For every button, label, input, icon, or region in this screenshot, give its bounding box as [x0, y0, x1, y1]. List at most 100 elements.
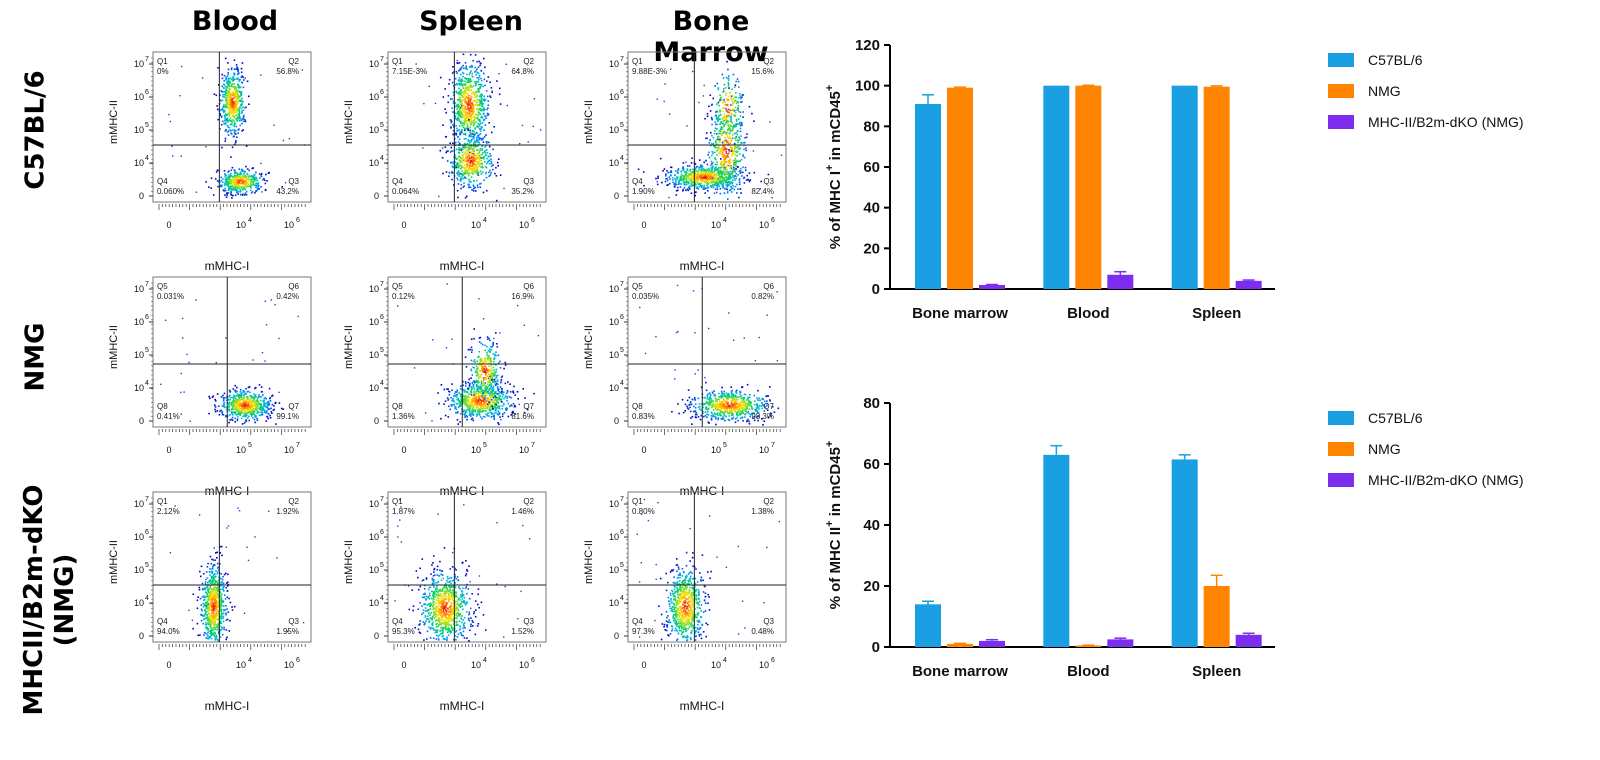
event-dot — [479, 104, 481, 106]
event-dot — [458, 93, 460, 95]
event-dot — [704, 177, 706, 179]
event-dot — [196, 192, 197, 193]
event-dot — [655, 178, 657, 180]
event-dot — [684, 171, 686, 173]
event-dot — [241, 398, 243, 400]
event-dot — [475, 74, 477, 76]
event-dot — [230, 78, 232, 80]
event-dot — [181, 156, 182, 157]
event-dot — [734, 167, 736, 169]
event-dot — [214, 93, 216, 95]
event-dot — [454, 406, 456, 408]
event-dot — [481, 108, 483, 110]
event-dot — [235, 87, 237, 89]
event-dot — [458, 183, 460, 185]
event-dot — [488, 175, 490, 177]
event-dot — [725, 95, 727, 97]
event-dot — [461, 112, 463, 114]
event-dot — [471, 89, 473, 91]
event-dot — [506, 400, 508, 402]
event-dot — [445, 136, 447, 138]
event-dot — [243, 392, 245, 394]
event-dot — [722, 74, 724, 76]
event-dot — [719, 100, 721, 102]
event-dot — [669, 176, 671, 178]
event-dot — [473, 385, 475, 387]
event-dot — [239, 113, 241, 115]
event-dot — [252, 359, 253, 360]
event-dot — [670, 69, 671, 70]
event-dot — [492, 169, 494, 171]
event-dot — [240, 391, 242, 393]
event-dot — [483, 108, 485, 110]
event-dot — [237, 193, 239, 195]
event-dot — [491, 166, 493, 168]
event-dot — [264, 180, 266, 182]
event-dot — [672, 179, 674, 181]
event-dot — [242, 118, 244, 120]
row-title-line: (NMG) — [50, 470, 81, 730]
event-dot — [692, 71, 693, 72]
event-dot — [228, 81, 230, 83]
event-dot — [228, 107, 230, 109]
event-dot — [245, 419, 247, 421]
event-dot — [478, 81, 480, 83]
event-dot — [472, 162, 474, 164]
event-dot — [235, 109, 237, 111]
event-dot — [457, 118, 459, 120]
event-dot — [255, 394, 257, 396]
event-dot — [485, 155, 487, 157]
event-dot — [498, 402, 500, 404]
event-dot — [435, 103, 436, 104]
event-dot — [677, 172, 679, 174]
event-dot — [451, 107, 453, 109]
event-dot — [253, 178, 255, 180]
event-dot — [458, 99, 460, 101]
event-dot — [721, 135, 723, 137]
event-dot — [689, 186, 691, 188]
event-dot — [228, 184, 230, 186]
event-dot — [480, 114, 482, 116]
quadrant-percent: 1.90% — [632, 187, 655, 196]
event-dot — [666, 178, 668, 180]
event-dot — [240, 101, 242, 103]
event-dot — [706, 183, 708, 185]
event-dot — [270, 408, 272, 410]
event-dot — [220, 109, 222, 111]
event-dot — [460, 165, 462, 167]
event-dot — [236, 92, 238, 94]
event-dot — [683, 176, 685, 178]
event-dot — [701, 180, 703, 182]
event-dot — [258, 185, 260, 187]
event-dot — [714, 180, 716, 182]
event-dot — [231, 111, 233, 113]
event-dot — [495, 167, 497, 169]
event-dot — [241, 98, 243, 100]
event-dot — [235, 104, 237, 106]
event-dot — [491, 87, 493, 89]
event-dot — [239, 125, 241, 127]
event-dot — [466, 150, 468, 152]
event-dot — [477, 117, 479, 119]
event-dot — [720, 193, 722, 195]
event-dot — [438, 403, 440, 405]
event-dot — [279, 402, 281, 404]
event-dot — [461, 82, 463, 84]
event-dot — [482, 166, 484, 168]
event-dot — [733, 177, 735, 179]
event-dot — [234, 74, 236, 76]
event-dot — [451, 390, 453, 392]
event-dot — [456, 149, 458, 151]
event-dot — [722, 174, 724, 176]
event-dot — [699, 183, 701, 185]
event-dot — [242, 62, 244, 64]
event-dot — [719, 137, 721, 139]
event-dot — [234, 68, 236, 70]
event-dot — [735, 166, 737, 168]
event-dot — [463, 400, 465, 402]
event-dot — [714, 133, 716, 135]
event-dot — [462, 178, 464, 180]
event-dot — [250, 398, 252, 400]
x-tick-label: 10 — [471, 220, 481, 230]
event-dot — [725, 116, 727, 118]
